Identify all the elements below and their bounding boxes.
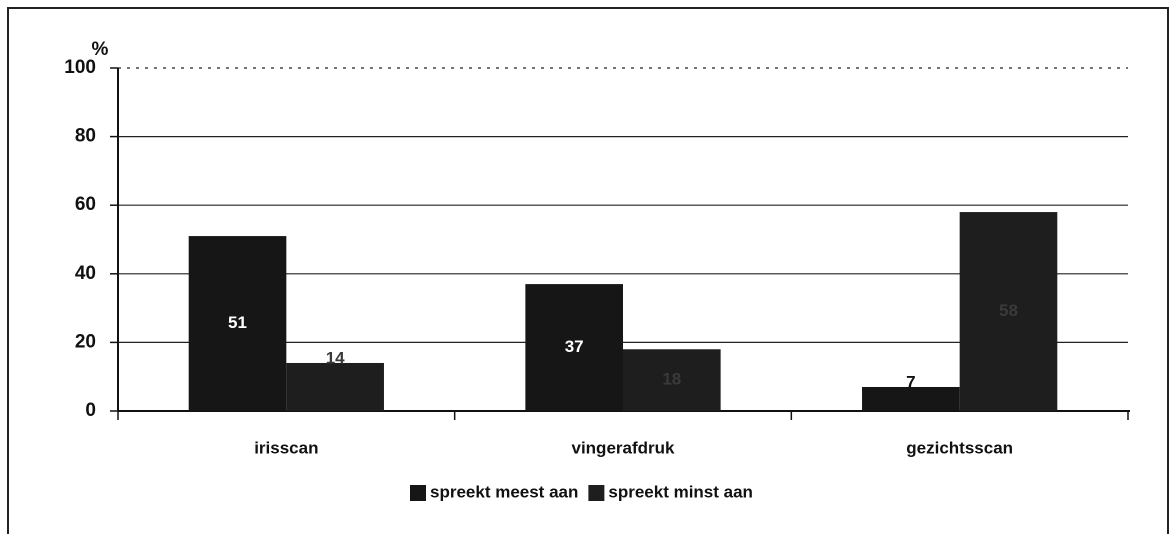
data-label: 37 — [565, 337, 584, 356]
y-axis-label: % — [92, 39, 109, 60]
y-tick-label: 100 — [64, 57, 96, 78]
y-tick-label: 20 — [75, 331, 96, 352]
x-tick-label: gezichtsscan — [906, 438, 1013, 457]
bar — [286, 362, 384, 411]
data-label: 51 — [228, 313, 247, 332]
data-label: 58 — [999, 301, 1018, 320]
bar — [623, 349, 721, 411]
x-tick-label: vingerafdruk — [572, 438, 676, 457]
bar — [862, 386, 960, 411]
y-tick-label: 60 — [75, 194, 96, 215]
y-tick-label: 80 — [75, 126, 96, 147]
bar — [188, 236, 287, 411]
chart-frame — [7, 7, 1169, 534]
y-tick-label: 0 — [85, 400, 96, 421]
legend-swatch — [410, 485, 426, 501]
bar — [525, 284, 623, 411]
data-label: 14 — [326, 348, 345, 367]
data-label: 7 — [906, 372, 915, 391]
x-tick-label: irisscan — [254, 438, 318, 457]
y-tick-label: 40 — [75, 263, 96, 284]
legend-label: spreekt minst aan — [608, 482, 753, 501]
data-label: 18 — [662, 370, 681, 389]
bar — [959, 212, 1058, 411]
legend-label: spreekt meest aan — [430, 482, 578, 501]
legend-swatch — [588, 485, 605, 501]
